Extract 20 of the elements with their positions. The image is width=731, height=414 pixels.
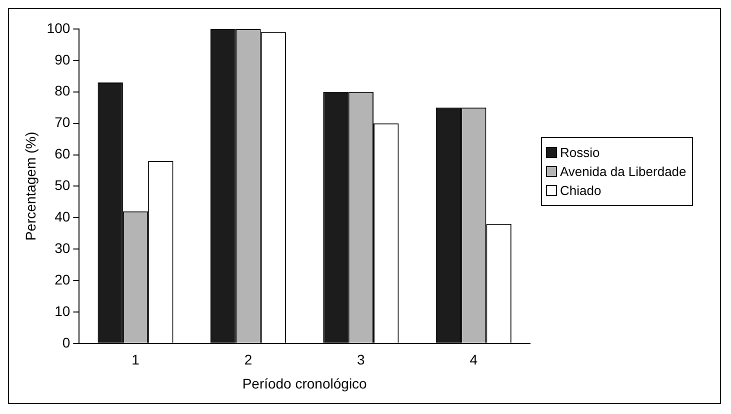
legend-label: Avenida da Liberdade xyxy=(560,164,686,179)
y-tick-label: 60 xyxy=(54,146,70,162)
y-axis-title: Percentagem (%) xyxy=(22,132,38,241)
x-tick-label: 1 xyxy=(132,352,140,368)
x-tick-label: 2 xyxy=(244,352,252,368)
y-tick-label: 90 xyxy=(54,51,70,68)
y-tick-label: 10 xyxy=(54,302,70,319)
y-tick-label: 0 xyxy=(62,334,70,350)
y-tick-label: 50 xyxy=(54,177,70,194)
y-tick-label: 40 xyxy=(54,208,70,224)
y-tick-label: 80 xyxy=(54,82,70,99)
y-tick-label: 20 xyxy=(54,271,70,288)
x-tick-label: 3 xyxy=(357,352,366,368)
x-tick-label: 4 xyxy=(470,352,478,368)
y-tick-label: 70 xyxy=(54,114,70,130)
text: Chiado xyxy=(560,183,602,198)
x-axis-title: Período cronológico xyxy=(242,375,368,392)
y-tick-label: 30 xyxy=(54,240,70,256)
legend-label: Rossio xyxy=(560,145,600,160)
y-tick-label: 100 xyxy=(46,20,70,36)
